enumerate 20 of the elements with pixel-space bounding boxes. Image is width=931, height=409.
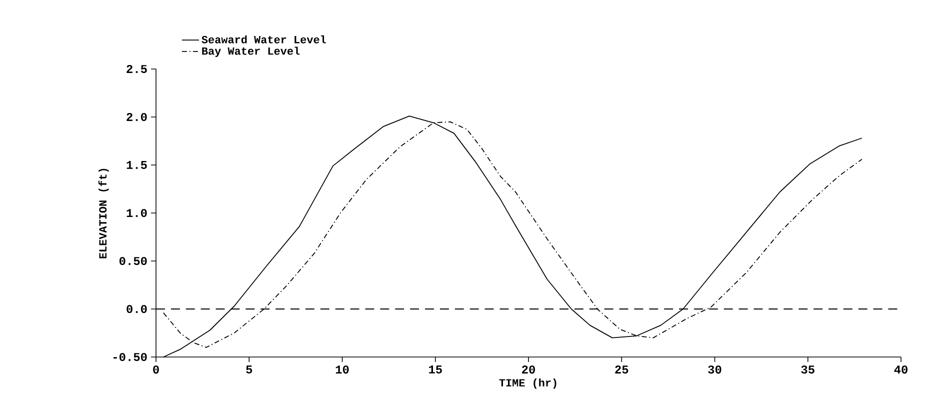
x-tick-label: 35 <box>801 366 814 374</box>
legend-label: Seaward Water Level <box>202 35 326 44</box>
y-tick-label: 2.0 <box>126 112 147 122</box>
y-tick-label: 1.5 <box>126 161 147 169</box>
x-axis-title: TIME (hr) <box>499 378 556 389</box>
x-tick-label: 40 <box>894 366 908 374</box>
x-tick-label: 25 <box>615 366 628 374</box>
x-tick-label: 15 <box>429 366 442 374</box>
x-tick-label: 20 <box>522 366 535 374</box>
legend-label: Bay Water Level <box>202 46 300 57</box>
y-tick-label: 0.0 <box>126 304 147 314</box>
y-tick-label: -0.50 <box>114 352 147 362</box>
y-tick-label: 0.50 <box>119 256 147 266</box>
x-tick-label: 10 <box>336 366 349 374</box>
x-tick-label: 0 <box>153 366 159 374</box>
y-axis-title: ELEVATION (ft) <box>98 168 109 258</box>
x-tick-label: 5 <box>246 366 252 374</box>
x-tick-label: 30 <box>708 366 722 374</box>
y-tick-label: 2.5 <box>126 64 147 74</box>
y-tick-label: 1.0 <box>126 208 147 218</box>
